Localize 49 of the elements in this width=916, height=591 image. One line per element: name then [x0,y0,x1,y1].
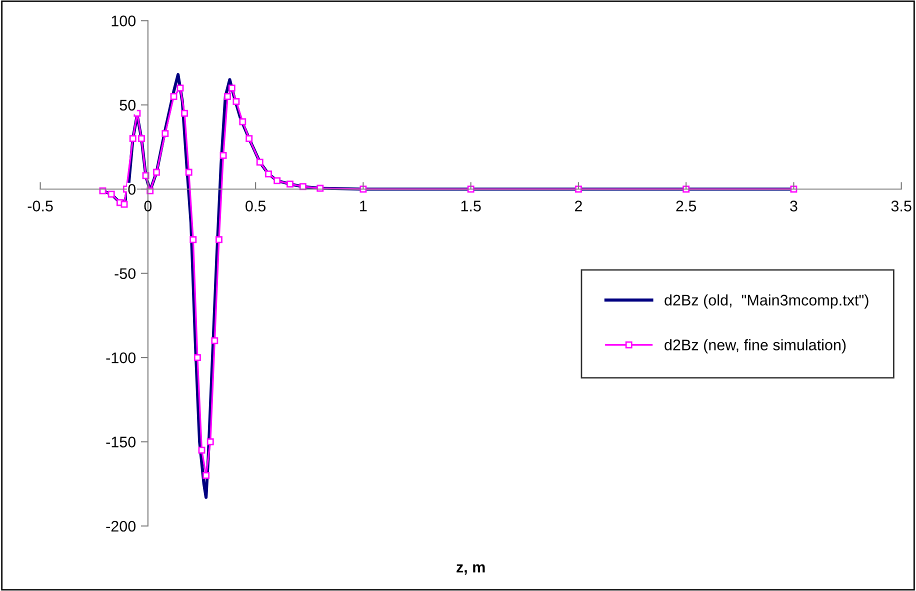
point [129,135,136,142]
point [108,190,115,198]
point [286,180,294,188]
legend-label: d2Bz (new, fine simulation) [664,339,846,354]
point [228,84,236,92]
x-tick-label: 0.5 [246,200,266,212]
point [239,118,246,126]
point [224,93,232,100]
point [162,130,169,138]
point [153,168,160,176]
point [202,472,210,479]
point [190,236,197,244]
x-tick-label: 1.5 [461,200,481,212]
y-tick-label: 100 [112,16,136,26]
point [170,93,178,100]
point [138,135,145,142]
y-tick-label: -100 [106,352,136,364]
point [265,170,272,178]
x-tick-label: 1 [360,200,367,212]
point [215,236,222,244]
x-tick-label: 0 [144,200,152,212]
point [220,152,227,159]
x-tick-label: 3 [790,200,798,212]
y-tick-label: 50 [120,100,136,111]
point [246,135,253,142]
x-tick-label: 2 [574,200,582,212]
y-tick-label: -150 [106,436,136,448]
point [299,183,306,190]
x-tick-label: 3.5 [891,200,912,212]
x-tick-label: 2.5 [676,200,696,212]
point [232,98,240,106]
point [206,438,214,446]
point [211,337,218,344]
point [194,354,201,362]
point [274,177,281,184]
y-tick-label: -200 [106,520,136,532]
point [181,110,188,117]
point [142,172,150,180]
y-tick-label: -50 [114,268,136,280]
legend-label: d2Bz (old, "Main3mcomp.txt") [664,294,868,309]
point [176,84,184,92]
x-tick-label: -0.5 [28,200,53,212]
x-axis-title: z, m [456,564,485,575]
point [120,200,128,208]
point [256,158,264,166]
point [185,168,192,176]
point [316,184,324,192]
point [198,446,206,454]
y-tick-label: 0 [128,184,136,195]
